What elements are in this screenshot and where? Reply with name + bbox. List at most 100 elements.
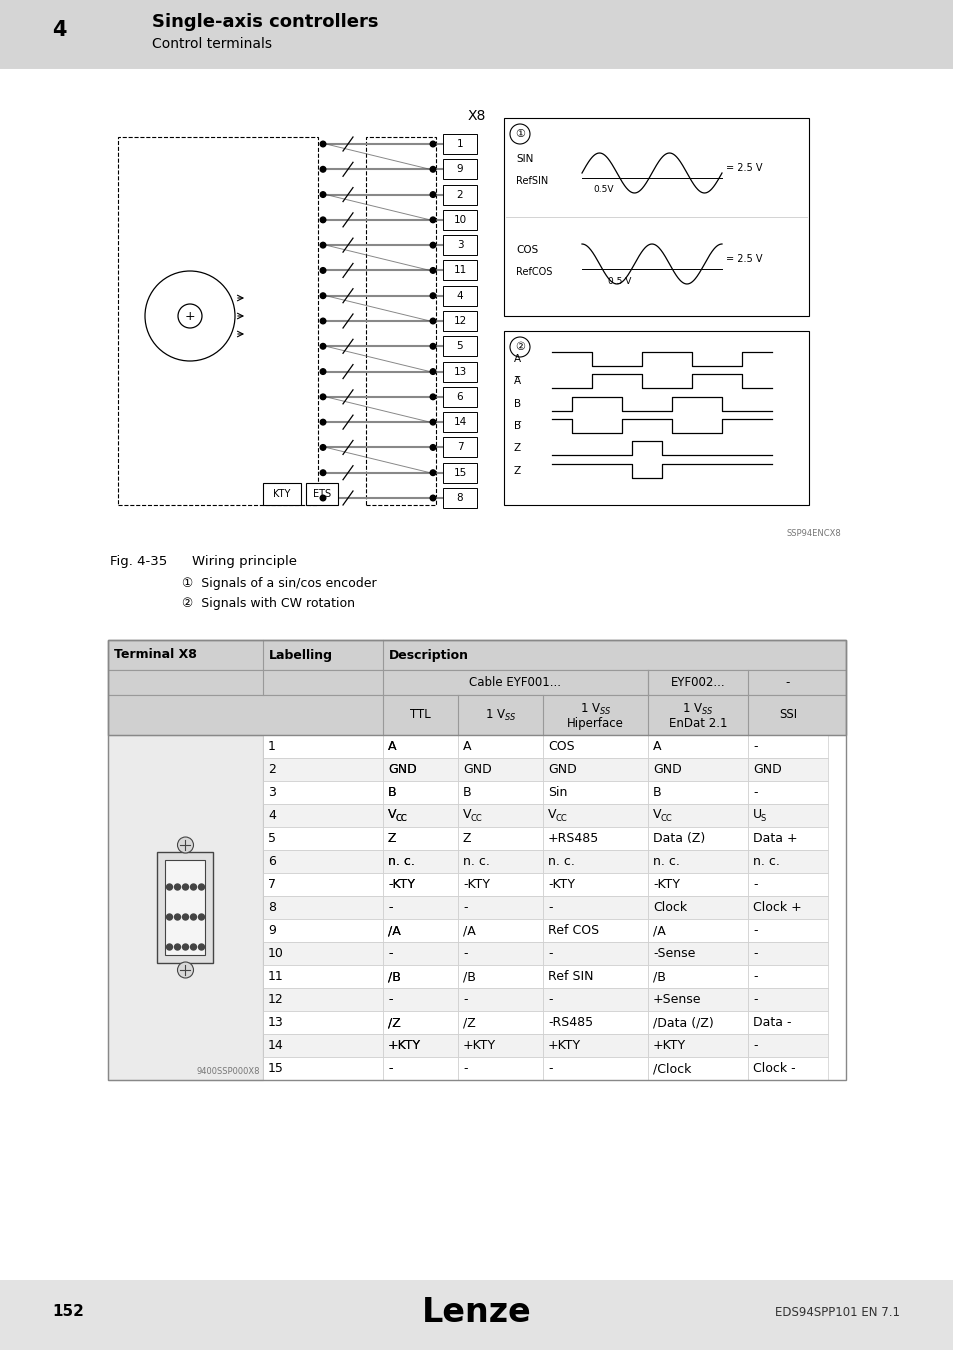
Bar [263, 734, 382, 757]
Circle shape [198, 884, 204, 890]
Text: -: - [462, 1062, 467, 1075]
Bar [263, 757, 382, 782]
Text: /Z: /Z [462, 1017, 476, 1029]
Text: 3: 3 [456, 240, 463, 250]
Bar [382, 757, 457, 782]
Bar [647, 782, 747, 805]
Bar [747, 850, 827, 873]
Bar [108, 734, 263, 1080]
Text: 0.5 V: 0.5 V [608, 277, 631, 285]
Text: -: - [462, 946, 467, 960]
Bar [747, 942, 827, 965]
Circle shape [177, 837, 193, 853]
Bar [0, 70, 953, 1280]
Bar [382, 873, 457, 896]
Text: -: - [547, 994, 552, 1006]
Text: GND: GND [388, 763, 416, 776]
Text: 9400SSP000X8: 9400SSP000X8 [196, 1068, 260, 1076]
Text: -: - [388, 946, 392, 960]
Text: -: - [752, 878, 757, 891]
Circle shape [167, 914, 172, 919]
Text: Labelling: Labelling [269, 648, 333, 662]
Bar [442, 387, 476, 406]
Text: +KTY: +KTY [462, 1040, 496, 1052]
Text: 5: 5 [456, 342, 463, 351]
Text: -: - [462, 994, 467, 1006]
Bar [0, 0, 953, 70]
Text: -KTY: -KTY [388, 878, 415, 891]
Bar [542, 1011, 647, 1034]
Text: A: A [388, 740, 396, 753]
Text: -: - [752, 786, 757, 799]
Bar [647, 757, 747, 782]
Circle shape [191, 914, 196, 919]
Text: +KTY: +KTY [388, 1040, 420, 1052]
Circle shape [177, 963, 193, 977]
Text: 10: 10 [268, 946, 284, 960]
Bar [442, 235, 476, 255]
Text: 5: 5 [268, 832, 275, 845]
Circle shape [174, 884, 180, 890]
Circle shape [430, 166, 436, 171]
Bar [457, 942, 542, 965]
Text: 10: 10 [453, 215, 466, 225]
Bar [263, 1057, 382, 1080]
Text: Z: Z [514, 443, 520, 454]
Bar [382, 988, 457, 1011]
Text: +: + [185, 309, 195, 323]
Bar [747, 805, 827, 828]
Bar [382, 896, 457, 919]
Text: n. c.: n. c. [652, 855, 679, 868]
Text: ①: ① [515, 130, 524, 139]
Text: /Z: /Z [388, 1017, 400, 1029]
Text: /B: /B [388, 971, 400, 983]
Text: Control terminals: Control terminals [152, 36, 272, 51]
Text: 2: 2 [456, 189, 463, 200]
Text: 1: 1 [456, 139, 463, 148]
Text: 4: 4 [52, 20, 67, 40]
Bar [382, 942, 457, 965]
Bar [442, 336, 476, 356]
Bar [647, 850, 747, 873]
Bar [457, 919, 542, 942]
Text: A̅: A̅ [514, 377, 520, 386]
Text: -RS485: -RS485 [547, 1017, 593, 1029]
Bar [542, 850, 647, 873]
Bar [165, 860, 205, 954]
Text: -: - [388, 900, 392, 914]
Bar [306, 483, 337, 505]
Circle shape [182, 944, 189, 950]
Text: ①  Signals of a sin/cos encoder: ① Signals of a sin/cos encoder [182, 578, 376, 590]
Bar [747, 1034, 827, 1057]
Text: COS: COS [547, 740, 574, 753]
Text: GND: GND [462, 763, 491, 776]
Text: CC: CC [471, 814, 482, 824]
Text: X8: X8 [467, 109, 486, 123]
Circle shape [430, 495, 436, 501]
Bar [542, 805, 647, 828]
Text: GND: GND [652, 763, 681, 776]
Bar [366, 136, 436, 505]
Bar [442, 310, 476, 331]
Text: B: B [652, 786, 661, 799]
Text: SSP94ENCX8: SSP94ENCX8 [785, 529, 841, 539]
Text: B: B [388, 786, 396, 799]
Text: 1 V$_{SS}$: 1 V$_{SS}$ [579, 702, 611, 717]
Text: B: B [514, 398, 520, 409]
Text: -: - [462, 900, 467, 914]
Circle shape [320, 394, 326, 400]
Text: Description: Description [389, 648, 469, 662]
Circle shape [320, 217, 326, 223]
Circle shape [430, 444, 436, 451]
Bar [457, 850, 542, 873]
Bar [263, 896, 382, 919]
Text: = 2.5 V: = 2.5 V [725, 163, 761, 173]
Text: 1 V$_{SS}$: 1 V$_{SS}$ [681, 702, 713, 717]
Bar [747, 782, 827, 805]
Text: Lenze: Lenze [421, 1296, 532, 1328]
Text: RefCOS: RefCOS [516, 267, 552, 277]
Bar [263, 483, 301, 505]
Circle shape [320, 267, 326, 273]
Text: n. c.: n. c. [388, 855, 415, 868]
Text: ETS: ETS [313, 489, 331, 500]
